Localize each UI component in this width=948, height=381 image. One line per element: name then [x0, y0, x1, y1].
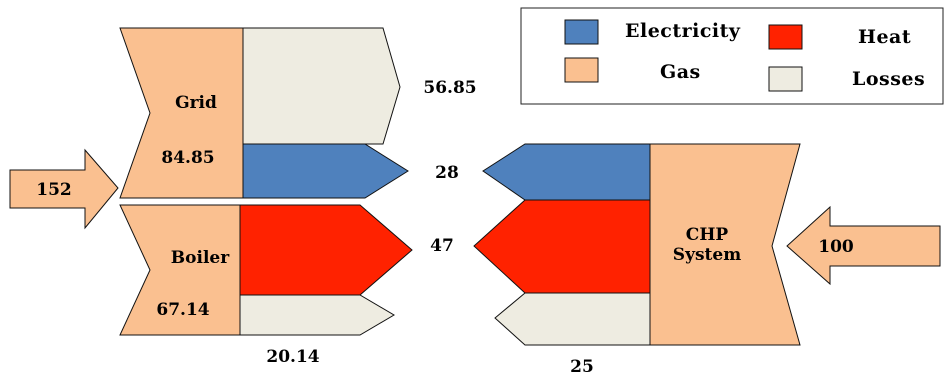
chp-system-block [649, 143, 801, 346]
input-arrow-conventional [9, 148, 119, 230]
boiler-block [119, 204, 241, 336]
grid-block [119, 27, 244, 199]
input-total-conventional: 152 [36, 180, 72, 200]
grid-losses-value: 56.85 [423, 78, 476, 98]
input-arrow-chp [786, 205, 941, 286]
legend-label-gas: Gas [660, 61, 701, 83]
legend-swatch-gas [564, 57, 599, 83]
legend-box [520, 7, 944, 105]
heat-arrow-chp [473, 199, 651, 294]
legend-label-heat: Heat [858, 26, 911, 48]
boiler-value: 67.14 [156, 300, 209, 320]
electricity-arrow-chp [482, 143, 651, 201]
legend-swatch-losses [768, 66, 803, 92]
boiler-losses-arrow [239, 294, 395, 336]
electricity-value-conventional: 28 [435, 163, 459, 183]
grid-value: 84.85 [161, 148, 214, 168]
chp-losses-value: 25 [570, 357, 594, 377]
chp-label-line2: System [673, 245, 741, 265]
heat-arrow-conventional [239, 204, 413, 296]
boiler-label: Boiler [171, 248, 230, 268]
chp-losses-arrow [494, 292, 651, 346]
input-total-chp: 100 [818, 237, 854, 257]
electricity-arrow-conventional [242, 143, 409, 199]
boiler-losses-value: 20.14 [266, 347, 319, 367]
legend-label-losses: Losses [852, 68, 925, 90]
grid-losses-arrow [242, 27, 401, 145]
legend: Electricity Heat Gas Losses [520, 7, 944, 105]
heat-value-conventional: 47 [430, 236, 454, 256]
chp-label-line1: CHP [686, 225, 729, 245]
legend-swatch-electricity [564, 19, 599, 45]
legend-label-electricity: Electricity [625, 20, 741, 42]
legend-swatch-heat [768, 24, 803, 50]
grid-label: Grid [175, 93, 217, 113]
